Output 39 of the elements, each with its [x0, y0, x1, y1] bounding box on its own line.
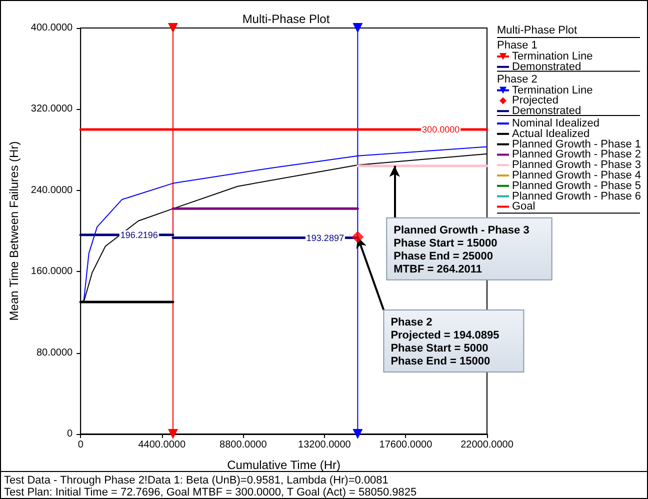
text: Test Data - Through Phase 2!Data 1: Beta (UnB)=0.9581, Lambda (Hr)=0.0081	[4, 474, 388, 486]
x-tick-label: 4400.0000	[138, 440, 186, 450]
data-label: 196.2196	[120, 230, 158, 240]
y-tick-label: 80.0000	[36, 347, 74, 358]
legend-label: Actual Idealized	[512, 128, 590, 140]
annotation: Planned Growth - Phase 3 Phase Start = 15000 Phase End = 25000 MTBF = 264.2011	[394, 224, 530, 276]
legend-label: Planned Growth - Phase 6	[512, 190, 642, 202]
x-tick-label: 17600.0000	[379, 440, 433, 450]
x-tick-label: 22000.0000	[460, 440, 514, 450]
data-label: 193.2897	[306, 232, 344, 243]
y-tick-label: 240.0000	[30, 184, 74, 196]
text: Phase 1	[497, 40, 538, 52]
legend-label: Planned Growth - Phase 3	[512, 159, 642, 172]
legend-label: Demonstrated	[512, 105, 582, 118]
y-axis-title: Mean Time Between Failures (Hr)	[7, 141, 21, 321]
legend-label: Goal	[512, 200, 536, 213]
x-tick-label: 0	[78, 440, 84, 450]
legend-label: Nominal Idealized	[512, 118, 600, 130]
text: Test Plan: Initial Time = 72.7696, Goal MTBF = 300.0000, T Goal (Act) = 58050.9825	[4, 486, 417, 498]
legend-label: Planned Growth - Phase 5	[512, 180, 642, 192]
legend-label: Termination Line	[512, 84, 593, 96]
annotation: Phase 2 Projected = 194.0895 Phase Start = 5000 Phase End = 15000	[390, 316, 500, 368]
chart-title: Multi-Phase Plot	[242, 12, 330, 26]
x-tick-label: 8800.0000	[220, 440, 268, 450]
y-tick-label: 0	[67, 428, 74, 440]
data-label: 300.0000	[422, 124, 460, 134]
y-tick-label: 320.0000	[30, 104, 74, 115]
legend-label: Termination Line	[512, 50, 593, 62]
y-tick-label: 400.0000	[30, 22, 74, 34]
legend-label: Projected	[512, 94, 558, 107]
x-tick-label: 13200.0000	[298, 440, 352, 450]
legend-label: Planned Growth - Phase 4	[512, 170, 642, 182]
legend-label: Planned Growth - Phase 2	[512, 148, 642, 161]
x-axis-title: Cumulative Time (Hr)	[227, 458, 340, 472]
y-tick-label: 160.0000	[30, 266, 74, 278]
text: Phase 2	[497, 73, 538, 86]
legend-title: Multi-Phase Plot	[497, 24, 578, 36]
legend-label: Demonstrated	[512, 60, 582, 73]
legend-label: Planned Growth - Phase 1	[512, 138, 642, 150]
